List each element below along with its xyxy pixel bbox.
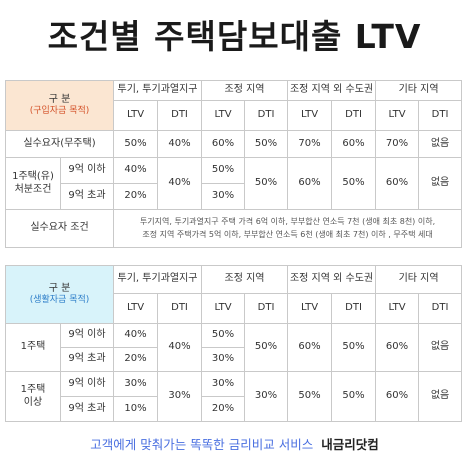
- category-header: 구 분 (구입자금 목적): [4, 80, 115, 131]
- table-cell: 50%: [201, 323, 246, 348]
- row-label-line: 이상: [23, 396, 43, 408]
- purchase-ltv-table: 구 분 (구입자금 목적) 투기, 투기과열지구 조정 지역 조정 지역 외 수…: [4, 80, 463, 248]
- table-cell: 50%: [244, 323, 289, 372]
- row-label-line: 1주택(유): [12, 171, 54, 182]
- table-cell: 없음: [418, 130, 463, 158]
- table-cell: 50%: [331, 157, 377, 210]
- ltv-header: LTV: [375, 293, 420, 324]
- region-header-adjusted: 조정 지역: [201, 80, 289, 101]
- price-over-9eok: 9억 초과: [59, 347, 115, 372]
- table-cell: 60%: [375, 323, 420, 372]
- category-sublabel: (구입자금 목적): [29, 106, 90, 117]
- table-cell: 50%: [331, 371, 377, 422]
- table-cell: 60%: [375, 157, 420, 210]
- dti-header: DTI: [157, 293, 203, 324]
- table-cell: 30%: [201, 371, 246, 397]
- ltv-header: LTV: [113, 100, 159, 131]
- table-cell: 40%: [113, 323, 159, 348]
- table-cell: 20%: [113, 183, 159, 210]
- price-over-9eok: 9억 초과: [59, 396, 115, 422]
- table-cell: 50%: [113, 130, 159, 158]
- dti-header: DTI: [244, 293, 289, 324]
- region-header-adjusted: 조정 지역: [201, 265, 289, 294]
- table-cell: 40%: [157, 323, 203, 372]
- table-cell: 20%: [113, 347, 159, 372]
- ltv-header: LTV: [113, 293, 159, 324]
- price-under-9eok: 9억 이하: [59, 371, 115, 397]
- table-cell: 40%: [157, 130, 203, 158]
- row-label-actual-demand: 실수요자(무주택): [4, 130, 115, 158]
- row-label-one-house: 1주택: [5, 323, 61, 372]
- row-label-line: 처분조건: [14, 183, 52, 195]
- table-cell: 50%: [244, 157, 289, 210]
- category-label: 구 분: [48, 93, 71, 105]
- row-label-multi-house: 1주택 이상: [5, 371, 61, 422]
- dti-header: DTI: [418, 100, 463, 131]
- table-cell: 30%: [201, 347, 246, 372]
- condition-line: 조정 지역 주택가격 5억 이하, 부부합산 연소득 6천 (생애 최초 7천)…: [142, 229, 433, 239]
- region-header-other: 기타 지역: [375, 265, 463, 294]
- table-cell: 70%: [287, 130, 333, 158]
- region-header-capital: 조정 지역 외 수도권: [287, 265, 377, 294]
- dti-header: DTI: [418, 293, 463, 324]
- table-cell: 30%: [244, 371, 289, 422]
- table-cell: 60%: [287, 157, 333, 210]
- category-label: 구 분: [48, 282, 71, 294]
- table-cell: 없음: [418, 157, 463, 210]
- price-under-9eok: 9억 이하: [59, 323, 115, 348]
- row-label-line: 1주택: [20, 384, 46, 395]
- table-cell: 60%: [331, 130, 377, 158]
- table-cell: 10%: [113, 396, 159, 422]
- table-cell: 50%: [244, 130, 289, 158]
- region-header-speculation: 투기, 투기과열지구: [113, 265, 203, 294]
- ltv-header: LTV: [287, 100, 333, 131]
- table-cell: 70%: [375, 130, 420, 158]
- ltv-header: LTV: [201, 100, 246, 131]
- ltv-header: LTV: [287, 293, 333, 324]
- table-cell: 50%: [287, 371, 333, 422]
- region-header-other: 기타 지역: [375, 80, 463, 101]
- footer-brand: 내금리닷컴: [321, 437, 379, 452]
- table-cell: 30%: [157, 371, 203, 422]
- dti-header: DTI: [244, 100, 289, 131]
- category-header: 구 분 (생활자금 목적): [4, 265, 115, 324]
- table-cell: 40%: [157, 157, 203, 210]
- footer: 고객에게 맞춰가는 똑똑한 금리비교 서비스 내금리닷컴: [0, 434, 469, 453]
- row-label-condition: 실수요자 조건: [4, 209, 115, 248]
- footer-slogan: 고객에게 맞춰가는 똑똑한 금리비교 서비스: [90, 437, 314, 452]
- price-over-9eok: 9억 초과: [59, 183, 115, 210]
- table-cell: 60%: [375, 371, 420, 422]
- category-sublabel: (생활자금 목적): [29, 295, 90, 306]
- dti-header: DTI: [331, 100, 377, 131]
- dti-header: DTI: [157, 100, 203, 131]
- condition-text: 투기지역, 투기과열지구 주택 가격 6억 이하, 부부합산 연소득 7천 (생…: [113, 209, 463, 248]
- table-cell: 50%: [201, 157, 246, 184]
- living-ltv-table: 구 분 (생활자금 목적) 투기, 투기과열지구 조정 지역 조정 지역 외 수…: [4, 265, 463, 422]
- page-title: 조건별 주택담보대출 LTV: [47, 17, 422, 56]
- table-cell: 60%: [201, 130, 246, 158]
- price-under-9eok: 9억 이하: [59, 157, 115, 184]
- table-cell: 없음: [418, 371, 463, 422]
- condition-line: 투기지역, 투기과열지구 주택 가격 6억 이하, 부부합산 연소득 7천 (생…: [139, 217, 436, 227]
- dti-header: DTI: [331, 293, 377, 324]
- ltv-header: LTV: [375, 100, 420, 131]
- region-header-speculation: 투기, 투기과열지구: [113, 80, 203, 101]
- table-cell: 50%: [331, 323, 377, 372]
- table-cell: 40%: [113, 157, 159, 184]
- table-cell: 30%: [201, 183, 246, 210]
- region-header-capital: 조정 지역 외 수도권: [287, 80, 377, 101]
- table-cell: 30%: [113, 371, 159, 397]
- row-label-one-house: 1주택(유) 처분조건: [5, 157, 61, 210]
- table-cell: 없음: [418, 323, 463, 372]
- table-cell: 60%: [287, 323, 333, 372]
- ltv-header: LTV: [201, 293, 246, 324]
- table-cell: 20%: [201, 396, 246, 422]
